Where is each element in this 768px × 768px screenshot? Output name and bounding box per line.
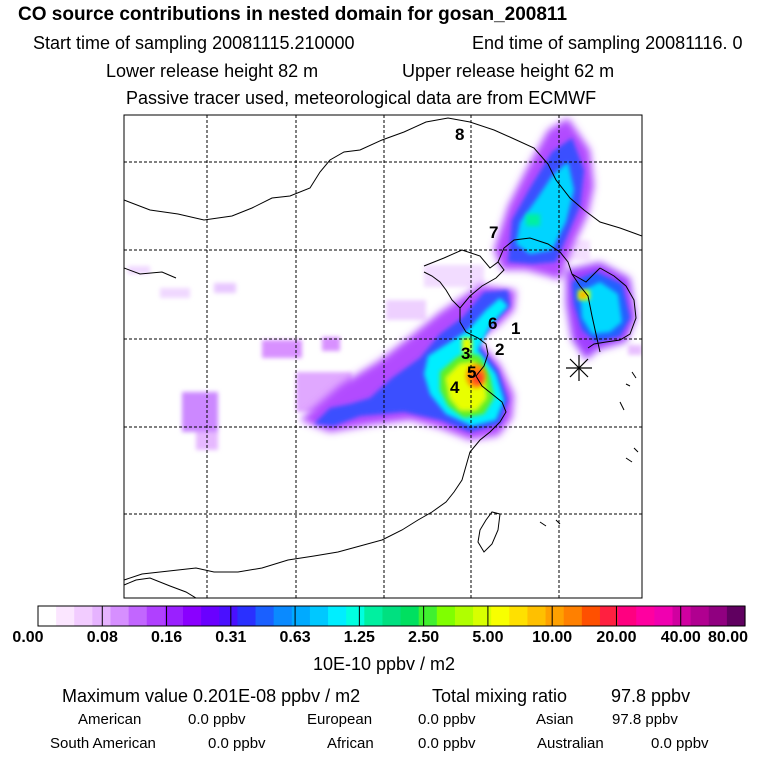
european-label: European — [307, 711, 373, 728]
lower-release-height-label: Lower release height 82 m — [106, 61, 319, 81]
colorbar-swatch — [309, 606, 329, 626]
colorbar-border — [37, 605, 746, 627]
region-label-3: 3 — [461, 344, 470, 363]
colorbar-swatch — [599, 606, 619, 626]
colorbar-swatch — [74, 606, 93, 626]
region-label-7: 7 — [489, 223, 498, 242]
page-title: CO source contributions in nested domain… — [18, 4, 568, 25]
colorbar-swatch — [110, 606, 130, 626]
colorbar-tick-label: 1.25 — [343, 629, 375, 646]
end-time-label: End time of sampling 20081116. 0 — [472, 33, 743, 53]
colorbar-swatch — [509, 606, 529, 626]
colorbar-tick-label: 0.00 — [12, 629, 44, 646]
colorbar-swatch — [346, 606, 365, 626]
african-value: 0.0 ppbv — [418, 735, 476, 752]
concentration-field — [124, 117, 642, 598]
star-marker-icon — [566, 355, 592, 381]
colorbar-swatch — [618, 606, 637, 626]
colorbar-swatch — [418, 606, 438, 626]
region-label-5: 5 — [467, 363, 476, 382]
colorbar-swatch — [291, 606, 311, 626]
colorbar-swatch — [201, 606, 220, 626]
colorbar-swatch — [581, 606, 601, 626]
region-labels: 1 2 3 4 5 6 7 8 — [450, 125, 520, 397]
region-label-6: 6 — [488, 314, 497, 333]
colorbar-swatch — [473, 606, 492, 626]
colorbar-swatch — [563, 606, 583, 626]
australian-label: Australian — [537, 735, 604, 752]
colorbar-swatch — [527, 606, 547, 626]
colorbar-swatch — [328, 606, 347, 626]
graticule — [124, 115, 642, 598]
region-label-2: 2 — [495, 340, 504, 359]
total-mixing-ratio-label: Total mixing ratio — [432, 686, 568, 706]
colorbar-swatch — [128, 606, 148, 626]
colorbar-swatch — [690, 606, 710, 626]
colorbar-swatch — [92, 606, 112, 626]
colorbar-swatch — [726, 606, 746, 626]
maximum-value-label: Maximum value 0.201E-08 ppbv / m2 — [62, 686, 361, 706]
colorbar-tick-label: 0.16 — [150, 629, 183, 646]
colorbar-tick-label: 2.50 — [408, 629, 440, 646]
south-american-label: South American — [50, 735, 156, 752]
american-value: 0.0 ppbv — [188, 711, 246, 728]
colorbar-swatch — [454, 606, 474, 626]
american-label: American — [78, 711, 142, 728]
colorbar-tick-label: 40.00 — [660, 629, 701, 646]
colorbar-swatch — [636, 606, 655, 626]
colorbar-swatch — [237, 606, 257, 626]
australian-value: 0.0 ppbv — [651, 735, 709, 752]
start-time-label: Start time of sampling 20081115.210000 — [33, 33, 355, 53]
colorbar-tick-label: 20.00 — [596, 629, 637, 646]
colorbar-tick-label: 80.00 — [707, 629, 749, 646]
colorbar-swatch — [491, 606, 510, 626]
region-label-1: 1 — [511, 319, 520, 338]
colorbar-tick-label: 10.00 — [532, 629, 573, 646]
colorbar-swatch — [56, 606, 75, 626]
colorbar-swatch — [38, 606, 57, 626]
asian-label: Asian — [536, 711, 574, 728]
colorbar-tick-label: 0.63 — [279, 629, 311, 646]
south-american-value: 0.0 ppbv — [208, 735, 266, 752]
colorbar-tick-label: 0.31 — [215, 629, 247, 646]
colorbar-swatch — [672, 606, 692, 626]
colorbar-swatch — [400, 606, 420, 626]
european-value: 0.0 ppbv — [418, 711, 476, 728]
colorbar-tick-label: 5.00 — [472, 629, 504, 646]
colorbar-swatch — [654, 606, 674, 626]
asian-value: 97.8 ppbv — [612, 711, 678, 728]
colorbar-swatch — [382, 606, 402, 626]
colorbar-swatch — [708, 606, 728, 626]
colorbar — [37, 605, 746, 627]
colorbar-unit-label: 10E-10 ppbv / m2 — [312, 654, 456, 674]
total-mixing-ratio-value: 97.8 ppbv — [611, 686, 691, 706]
colorbar-swatch — [545, 606, 565, 626]
colorbar-swatch — [183, 606, 202, 626]
upper-release-height-label: Upper release height 62 m — [402, 61, 615, 81]
colorbar-swatch — [164, 606, 184, 626]
tracer-note: Passive tracer used, meteorological data… — [126, 88, 597, 108]
low-concentration-patches — [128, 240, 642, 450]
region-label-4: 4 — [450, 378, 460, 397]
colorbar-swatch — [219, 606, 239, 626]
map-border — [123, 114, 643, 599]
colorbar-swatch — [273, 606, 293, 626]
colorbar-swatch — [364, 606, 384, 626]
colorbar-swatch — [255, 606, 275, 626]
colorbar-swatch — [436, 606, 456, 626]
colorbar-tick-label: 0.08 — [86, 629, 118, 646]
african-label: African — [327, 735, 374, 752]
colorbar-swatch — [146, 606, 166, 626]
region-label-8: 8 — [455, 125, 464, 144]
coastlines — [124, 117, 642, 598]
